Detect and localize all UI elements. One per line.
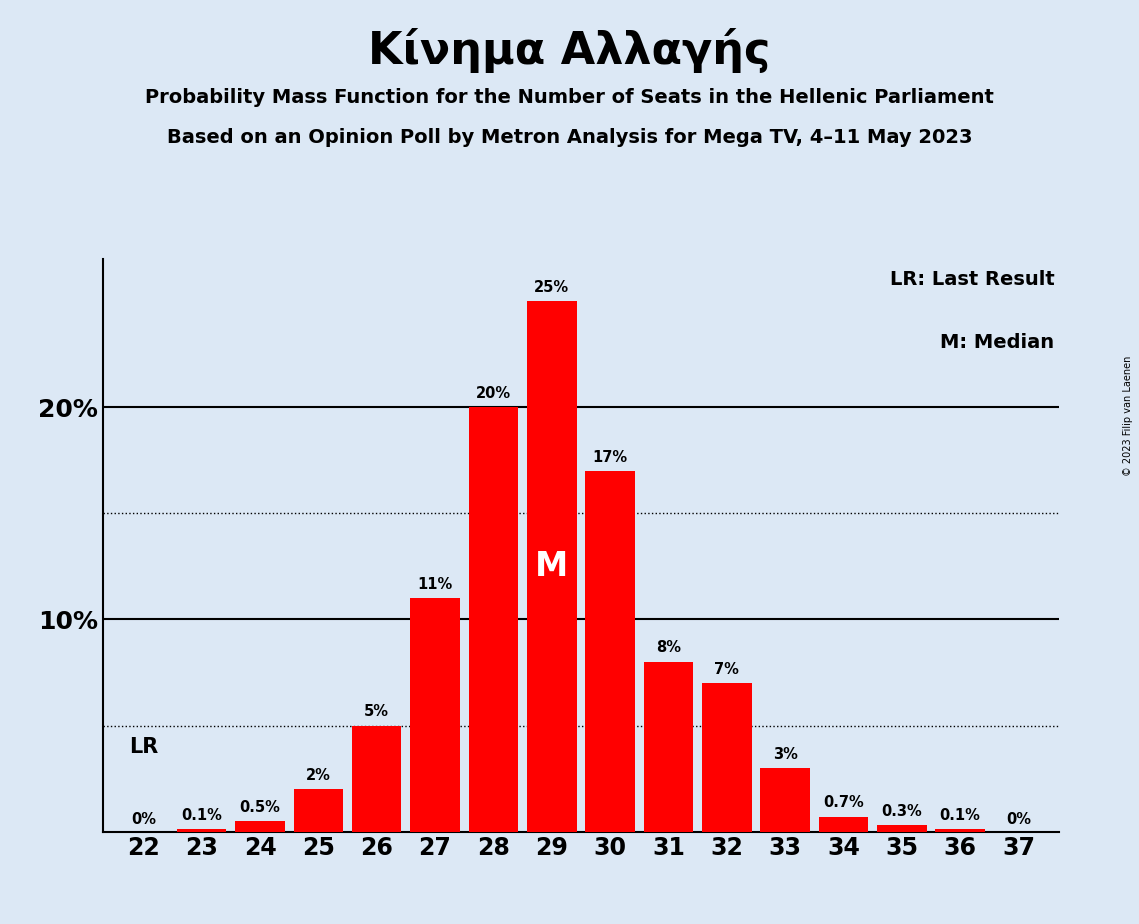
Text: 8%: 8% <box>656 640 681 655</box>
Text: © 2023 Filip van Laenen: © 2023 Filip van Laenen <box>1123 356 1133 476</box>
Text: Κίνημα Αλλαγής: Κίνημα Αλλαγής <box>368 28 771 73</box>
Bar <box>410 598 460 832</box>
Bar <box>527 301 576 832</box>
Text: LR: Last Result: LR: Last Result <box>890 270 1055 289</box>
Text: 0.7%: 0.7% <box>823 796 863 810</box>
Text: 0.3%: 0.3% <box>882 804 923 819</box>
Bar <box>352 725 401 832</box>
Text: 0.5%: 0.5% <box>239 799 280 815</box>
Text: 25%: 25% <box>534 280 570 295</box>
Text: LR: LR <box>129 737 158 758</box>
Bar <box>236 821 285 832</box>
Bar <box>585 471 634 832</box>
Text: 0%: 0% <box>131 812 156 827</box>
Text: 0.1%: 0.1% <box>940 808 981 823</box>
Text: 17%: 17% <box>592 450 628 465</box>
Bar <box>761 768 810 832</box>
Text: 7%: 7% <box>714 662 739 676</box>
Text: M: Median: M: Median <box>941 334 1055 352</box>
Text: 3%: 3% <box>772 747 797 761</box>
Bar <box>644 662 694 832</box>
Bar <box>877 825 926 832</box>
Text: 20%: 20% <box>476 386 511 401</box>
Bar <box>294 789 343 832</box>
Bar <box>468 407 518 832</box>
Bar <box>177 830 227 832</box>
Text: Probability Mass Function for the Number of Seats in the Hellenic Parliament: Probability Mass Function for the Number… <box>145 88 994 107</box>
Text: 5%: 5% <box>364 704 390 719</box>
Text: M: M <box>535 550 568 583</box>
Text: 11%: 11% <box>417 577 452 592</box>
Bar <box>819 817 868 832</box>
Text: 2%: 2% <box>306 768 330 783</box>
Bar <box>935 830 985 832</box>
Text: Based on an Opinion Poll by Metron Analysis for Mega TV, 4–11 May 2023: Based on an Opinion Poll by Metron Analy… <box>166 128 973 147</box>
Bar <box>702 683 752 832</box>
Text: 0.1%: 0.1% <box>181 808 222 823</box>
Text: 0%: 0% <box>1006 812 1031 827</box>
